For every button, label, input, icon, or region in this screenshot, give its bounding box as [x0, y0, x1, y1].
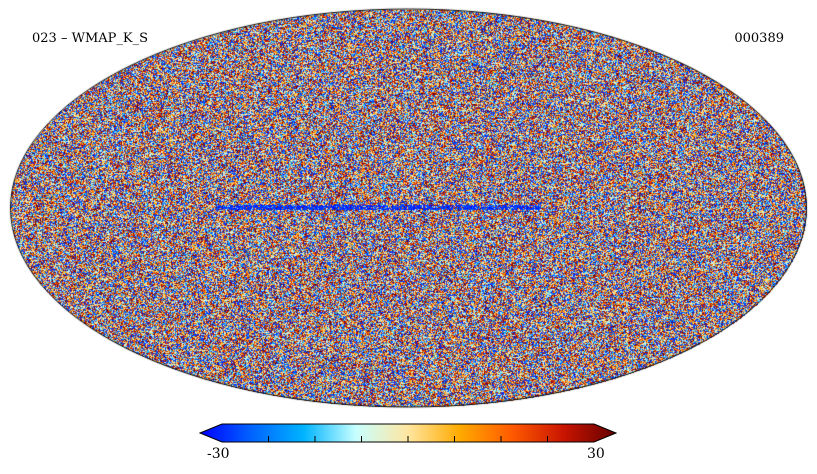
colorbar-ticks: [268, 436, 548, 442]
map-id: 000389: [734, 31, 784, 46]
colorbar-max-label: 30: [587, 446, 605, 462]
colorbar-gradient: [198, 423, 618, 443]
colorbar-min-label: -30: [207, 446, 230, 462]
map-title: 023 – WMAP_K_S: [32, 31, 149, 46]
